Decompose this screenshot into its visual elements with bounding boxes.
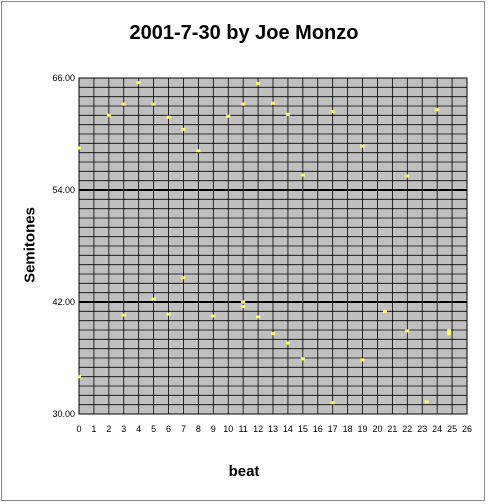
x-tick-labels: 0 1 2 3 4 5 6 7 8 9 10 11 12 13 14 15 16 17 18 19 20 21 22 23 24… [76, 424, 472, 434]
x-tick-label: 12 [253, 424, 263, 434]
y-tick-label: 66.00 [52, 73, 75, 83]
data-point [181, 127, 186, 131]
x-tick-label: 19 [358, 424, 368, 434]
data-point [360, 358, 365, 362]
data-point [166, 312, 171, 316]
x-tick-label: 21 [387, 424, 397, 434]
x-tick-label: 7 [181, 424, 186, 434]
data-point [166, 115, 171, 119]
data-point [447, 332, 452, 336]
data-point [330, 110, 335, 114]
data-point [106, 113, 111, 117]
data-point [151, 102, 156, 106]
data-points [77, 81, 452, 405]
data-point [300, 357, 305, 361]
y-tick-label: 30.00 [52, 409, 75, 419]
x-axis-label: beat [228, 463, 260, 480]
data-point [271, 101, 275, 105]
y-tick-label: 42.00 [52, 297, 75, 307]
chart-title: 2001-7-30 by Joe Monzo [129, 22, 359, 44]
x-tick-label: 26 [462, 424, 472, 434]
data-point [382, 309, 387, 313]
data-point [330, 401, 335, 405]
data-point [285, 112, 290, 116]
y-tick-label: 54.00 [52, 185, 75, 195]
x-tick-label: 10 [223, 424, 233, 434]
data-point [256, 315, 261, 319]
x-tick-label: 0 [76, 424, 81, 434]
data-point [121, 313, 126, 317]
data-point [300, 173, 305, 177]
data-point [360, 144, 365, 148]
data-point [196, 149, 201, 153]
x-tick-label: 13 [268, 424, 278, 434]
data-point [447, 329, 452, 333]
x-tick-label: 23 [417, 424, 427, 434]
data-point [241, 102, 246, 106]
major-gridlines [79, 189, 467, 303]
data-point [405, 329, 410, 333]
x-tick-label: 14 [283, 424, 293, 434]
data-point [241, 305, 246, 309]
data-point [271, 332, 275, 336]
x-tick-label: 8 [196, 424, 201, 434]
x-tick-label: 22 [402, 424, 412, 434]
y-tick-labels: 30.00 42.00 54.00 66.00 [52, 73, 75, 419]
x-tick-label: 15 [298, 424, 308, 434]
data-point [424, 400, 429, 404]
data-point [226, 114, 231, 118]
x-tick-label: 11 [238, 424, 247, 434]
data-point [435, 108, 440, 112]
x-tick-label: 16 [313, 424, 323, 434]
x-tick-label: 1 [91, 424, 96, 434]
data-point [256, 82, 261, 86]
x-tick-label: 6 [166, 424, 171, 434]
grid-layer [78, 77, 468, 415]
x-tick-label: 18 [343, 424, 353, 434]
x-tick-label: 25 [447, 424, 457, 434]
data-point [181, 276, 186, 280]
data-point [285, 341, 290, 345]
x-tick-label: 24 [432, 424, 442, 434]
data-point [151, 297, 156, 301]
x-tick-label: 20 [372, 424, 382, 434]
x-tick-label: 4 [136, 424, 141, 434]
x-tick-label: 5 [151, 424, 156, 434]
data-point [211, 314, 216, 318]
data-point [136, 81, 141, 85]
data-point [121, 102, 126, 106]
data-point [405, 174, 410, 178]
x-tick-label: 2 [106, 424, 111, 434]
x-tick-label: 17 [328, 424, 338, 434]
x-tick-label: 9 [211, 424, 216, 434]
data-point [77, 375, 81, 379]
data-point [241, 300, 246, 304]
data-point [77, 146, 81, 150]
x-tick-label: 3 [121, 424, 126, 434]
